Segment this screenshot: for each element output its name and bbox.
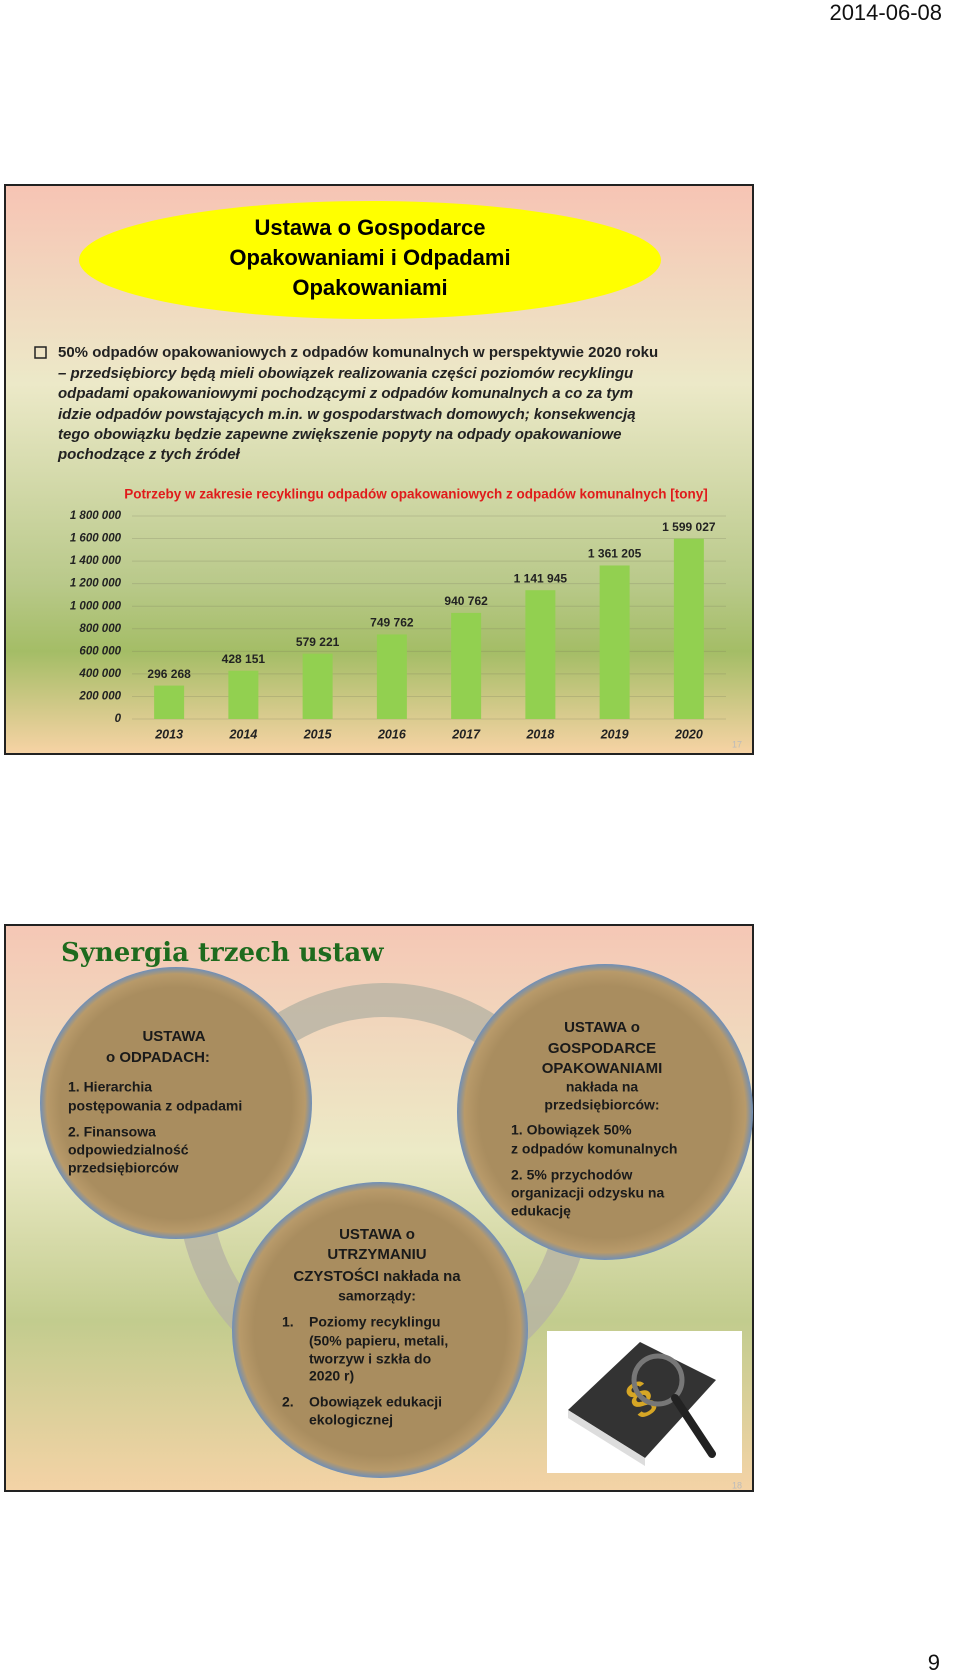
bullet-text: 50% odpadów opakowaniowych z odpadów kom… (58, 344, 658, 361)
circle-text: nakłada na (566, 1079, 639, 1095)
page-number: 9 (928, 1650, 940, 1675)
bar (525, 590, 556, 719)
circle-heading: CZYSTOŚCI nakłada na (293, 1267, 461, 1285)
circle-text: przedsiębiorców (68, 1160, 179, 1176)
circle-heading: USTAWA (142, 1028, 205, 1045)
circle-text: edukację (511, 1203, 571, 1219)
circle-text: organizacji odzysku na (511, 1185, 664, 1201)
bar (451, 612, 482, 719)
circle-heading: USTAWA o (339, 1226, 415, 1243)
value-label: 428 151 (222, 652, 266, 666)
circle (457, 964, 753, 1260)
title-ellipse (79, 201, 661, 319)
date: 2014-06-08 (829, 0, 942, 25)
x-tick-label: 2019 (600, 727, 629, 741)
circle-text: z odpadów komunalnych (511, 1141, 677, 1157)
y-tick-label: 600 000 (79, 645, 121, 657)
bullet-icon (34, 346, 47, 359)
bar (228, 670, 259, 719)
circle-text: Obowiązek edukacji (309, 1394, 442, 1410)
bar (673, 538, 704, 719)
slide-title: Synergia trzech ustaw (61, 938, 384, 968)
circle (232, 1182, 528, 1478)
x-tick-label: 2016 (377, 727, 407, 741)
circle-text: 2. 5% przychodów (511, 1167, 632, 1183)
book-image: § (547, 1331, 742, 1473)
circle (40, 967, 312, 1239)
bar (376, 634, 407, 719)
circle-heading: o ODPADACH: (106, 1049, 210, 1066)
bullet-text: – przedsiębiorcy będą mieli obowiązek re… (58, 365, 633, 382)
list-number: 1. (282, 1314, 294, 1330)
value-label: 749 762 (370, 616, 414, 630)
slide-number: 18 (732, 1480, 742, 1490)
value-label: 1 141 945 (514, 571, 568, 585)
slide-1: Ustawa o Gospodarce Opakowaniami i Odpad… (4, 184, 754, 755)
circle-text: postępowania z odpadami (68, 1098, 242, 1114)
y-tick-label: 1 200 000 (70, 578, 122, 590)
value-label: 1 599 027 (662, 520, 716, 534)
y-tick-label: 1 000 000 (70, 600, 122, 612)
x-tick-label: 2020 (674, 727, 703, 741)
circle-text: odpowiedzialność (68, 1142, 189, 1158)
y-tick-label: 1 600 000 (70, 533, 122, 545)
list-number: 2. (282, 1394, 294, 1410)
circle-text: 1. Hierarchia (68, 1079, 152, 1095)
circle-text: tworzyw i szkła do (309, 1351, 431, 1367)
circle-text: 2020 r) (309, 1368, 354, 1384)
circle-text: 2. Finansowa (68, 1124, 156, 1140)
circle-text: Poziomy recyklingu (309, 1314, 440, 1330)
y-tick-label: 200 000 (78, 690, 121, 702)
circle-text: samorządy: (338, 1288, 416, 1304)
slide-number: 17 (732, 739, 742, 749)
bar (302, 653, 333, 719)
x-tick-label: 2014 (228, 727, 257, 741)
circle-text: (50% papieru, metali, (309, 1333, 448, 1349)
chart-title: Potrzeby w zakresie recyklingu odpadów o… (124, 487, 708, 502)
bullet-text: idzie odpadów powstających m.in. w gospo… (58, 406, 636, 423)
y-tick-label: 1 800 000 (70, 510, 122, 522)
slide-title: Opakowaniami (292, 275, 447, 300)
x-tick-label: 2013 (154, 727, 183, 741)
y-tick-label: 1 400 000 (70, 555, 122, 567)
value-label: 1 361 205 (588, 547, 642, 561)
slide-2: Synergia trzech ustaw USTAWA o ODPADACH:… (4, 924, 754, 1492)
value-label: 940 762 (444, 594, 488, 608)
value-label: 296 268 (147, 667, 191, 681)
circle-text: przedsiębiorców: (544, 1097, 659, 1113)
circle-text: 1. Obowiązek 50% (511, 1122, 632, 1138)
y-tick-label: 400 000 (78, 668, 121, 680)
circle-heading: USTAWA o (564, 1019, 640, 1036)
bar (599, 565, 630, 719)
x-tick-label: 2017 (451, 727, 481, 741)
y-tick-label: 0 (115, 713, 122, 725)
bullet-text: odpadami opakowaniowymi pochodzącymi z o… (58, 385, 633, 402)
x-tick-label: 2015 (303, 727, 333, 741)
bullet-text: pochodzące z tych źródeł (57, 446, 241, 463)
value-label: 579 221 (296, 635, 340, 649)
circle-heading: GOSPODARCE (548, 1040, 656, 1057)
slide-title: Ustawa o Gospodarce (254, 215, 485, 240)
bar (154, 685, 185, 719)
bullet-text: tego obowiązku będzie zapewne zwiększeni… (58, 426, 621, 443)
circle-heading: UTRZYMANIU (327, 1246, 426, 1263)
chart: 0 200 000 400 000 600 000 800 000 1 000 000 1 … (70, 510, 726, 741)
y-tick-label: 800 000 (79, 623, 121, 635)
circle-text: ekologicznej (309, 1412, 393, 1428)
circle-heading: OPAKOWANIAMI (542, 1060, 663, 1077)
x-tick-label: 2018 (525, 727, 554, 741)
slide-title: Opakowaniami i Odpadami (229, 245, 510, 270)
